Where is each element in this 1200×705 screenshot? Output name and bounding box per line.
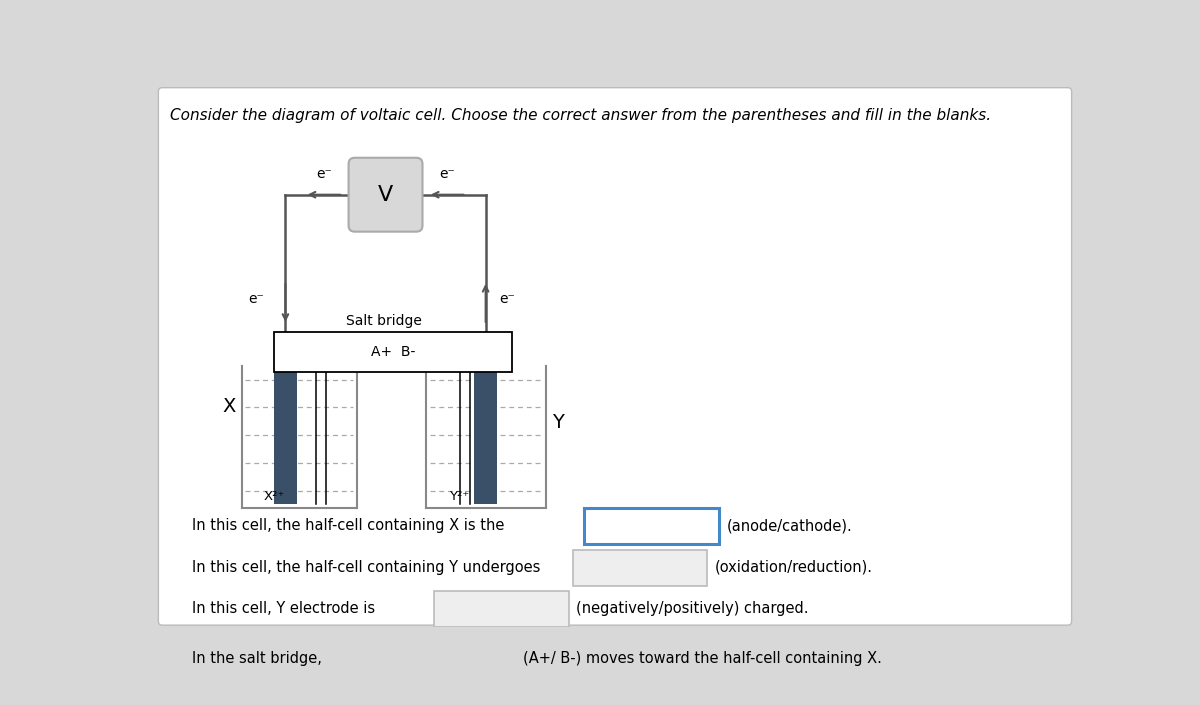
Text: Y: Y xyxy=(552,412,564,431)
FancyBboxPatch shape xyxy=(348,158,422,232)
Text: e⁻: e⁻ xyxy=(316,167,332,181)
Text: e⁻: e⁻ xyxy=(499,292,515,306)
Text: X: X xyxy=(222,397,235,416)
Text: Salt bridge: Salt bridge xyxy=(346,314,421,328)
Text: In this cell, the half-cell containing X is the: In this cell, the half-cell containing X… xyxy=(192,518,504,533)
Text: (A+/ B-) moves toward the half-cell containing X.: (A+/ B-) moves toward the half-cell cont… xyxy=(522,651,882,666)
Text: (oxidation/reduction).: (oxidation/reduction). xyxy=(715,560,874,575)
Text: In this cell, Y electrode is: In this cell, Y electrode is xyxy=(192,601,374,616)
Bar xyxy=(584,508,719,544)
Bar xyxy=(274,346,296,504)
Text: e⁻: e⁻ xyxy=(439,167,455,181)
Text: In the salt bridge,: In the salt bridge, xyxy=(192,651,322,666)
Text: A+  B-: A+ B- xyxy=(371,345,415,359)
Bar xyxy=(434,591,569,627)
Text: e⁻: e⁻ xyxy=(248,292,264,306)
Text: (negatively/positively) charged.: (negatively/positively) charged. xyxy=(576,601,809,616)
Text: In this cell, the half-cell containing Y undergoes: In this cell, the half-cell containing Y… xyxy=(192,560,540,575)
FancyBboxPatch shape xyxy=(158,87,1072,625)
Bar xyxy=(274,332,512,372)
Bar xyxy=(380,641,515,678)
Bar xyxy=(474,346,497,504)
Text: (anode/cathode).: (anode/cathode). xyxy=(727,518,852,533)
Text: Consider the diagram of voltaic cell. Choose the correct answer from the parenth: Consider the diagram of voltaic cell. Ch… xyxy=(170,108,991,123)
Text: V: V xyxy=(378,185,394,204)
Bar xyxy=(572,550,708,586)
Text: Y²⁺: Y²⁺ xyxy=(450,491,469,503)
Text: X²⁺: X²⁺ xyxy=(263,491,284,503)
